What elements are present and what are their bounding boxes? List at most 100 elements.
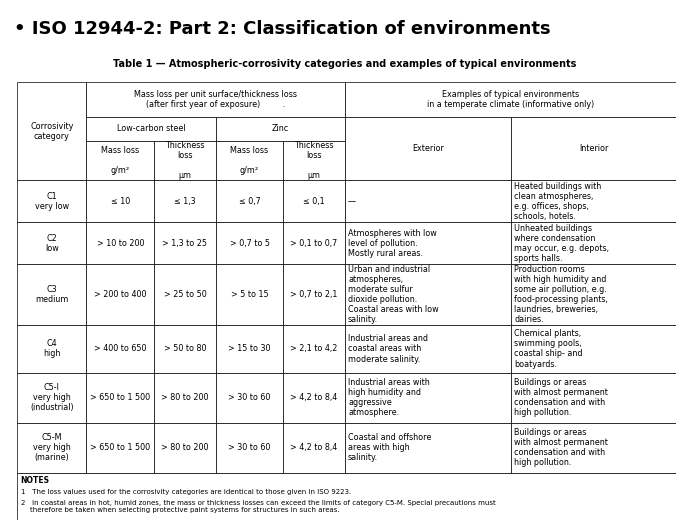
Text: > 0,1 to 0,7: > 0,1 to 0,7 <box>290 239 337 248</box>
Text: Interior: Interior <box>579 144 608 153</box>
Bar <box>155 423 215 473</box>
Bar <box>511 423 676 473</box>
Bar <box>345 222 511 264</box>
Text: Corrosivity
category: Corrosivity category <box>30 122 74 141</box>
Text: Heated buildings with
clean atmospheres,
e.g. offices, shops,
schools, hotels.: Heated buildings with clean atmospheres,… <box>514 182 602 221</box>
Bar <box>284 423 345 473</box>
Bar <box>155 141 215 181</box>
Text: —: — <box>348 197 356 206</box>
Text: > 4,2 to 8,4: > 4,2 to 8,4 <box>290 443 337 452</box>
Text: ≤ 0,1: ≤ 0,1 <box>304 197 325 206</box>
Text: Thickness
loss

μm: Thickness loss μm <box>165 141 205 181</box>
Bar <box>511 117 676 181</box>
Bar <box>284 141 345 181</box>
Text: Mass loss per unit surface/thickness loss
(after first year of exposure)        : Mass loss per unit surface/thickness los… <box>134 90 297 109</box>
Bar <box>17 82 86 181</box>
Bar <box>155 181 215 222</box>
Text: Thickness
loss

μm: Thickness loss μm <box>295 141 334 181</box>
Text: Zinc: Zinc <box>272 124 289 133</box>
Text: C2
low: C2 low <box>45 234 59 253</box>
Bar <box>215 373 284 423</box>
Text: Mass loss

g/m²: Mass loss g/m² <box>101 147 139 175</box>
Bar <box>284 373 345 423</box>
Text: Buildings or areas
with almost permanent
condensation and with
high pollution.: Buildings or areas with almost permanent… <box>514 428 608 467</box>
Text: Examples of typical environments
in a temperate climate (informative only): Examples of typical environments in a te… <box>427 90 594 109</box>
Text: Chemical plants,
swimming pools,
coastal ship- and
boatyards.: Chemical plants, swimming pools, coastal… <box>514 329 582 369</box>
Bar <box>284 222 345 264</box>
Bar <box>345 117 511 181</box>
Text: > 650 to 1 500: > 650 to 1 500 <box>90 443 150 452</box>
Bar <box>17 222 86 264</box>
Bar <box>86 373 155 423</box>
Bar <box>284 325 345 373</box>
Text: Coastal and offshore
areas with high
salinity.: Coastal and offshore areas with high sal… <box>348 433 431 463</box>
Bar <box>215 181 284 222</box>
Bar <box>215 264 284 325</box>
Bar <box>17 264 86 325</box>
Bar <box>511 325 676 373</box>
Text: > 80 to 200: > 80 to 200 <box>161 393 208 402</box>
Bar <box>86 82 345 117</box>
Bar <box>215 222 284 264</box>
Bar <box>17 325 86 373</box>
Bar <box>284 264 345 325</box>
Text: C5-I
very high
(industrial): C5-I very high (industrial) <box>30 383 74 412</box>
Text: 1   The loss values used for the corrosivity categories are identical to those g: 1 The loss values used for the corrosivi… <box>21 489 351 494</box>
Text: • ISO 12944-2: Part 2: Classification of environments: • ISO 12944-2: Part 2: Classification of… <box>14 20 551 38</box>
Text: Urban and industrial
atmospheres,
moderate sulfur
dioxide pollution.
Coastal are: Urban and industrial atmospheres, modera… <box>348 265 439 324</box>
Text: Unheated buildings
where condensation
may occur, e.g. depots,
sports halls.: Unheated buildings where condensation ma… <box>514 224 609 263</box>
Text: > 30 to 60: > 30 to 60 <box>228 443 270 452</box>
Text: > 2,1 to 4,2: > 2,1 to 4,2 <box>290 345 338 354</box>
Text: C3
medium: C3 medium <box>35 285 68 304</box>
Bar <box>17 181 86 222</box>
Text: > 5 to 15: > 5 to 15 <box>230 290 268 299</box>
Text: ≤ 0,7: ≤ 0,7 <box>239 197 260 206</box>
Bar <box>511 373 676 423</box>
Text: NOTES: NOTES <box>21 476 50 485</box>
Text: > 30 to 60: > 30 to 60 <box>228 393 270 402</box>
Text: ≤ 1,3: ≤ 1,3 <box>174 197 196 206</box>
Bar <box>345 181 511 222</box>
Bar <box>215 423 284 473</box>
Bar <box>511 181 676 222</box>
Bar <box>215 117 345 141</box>
Bar <box>284 181 345 222</box>
Text: > 10 to 200: > 10 to 200 <box>97 239 144 248</box>
Bar <box>17 423 86 473</box>
Bar <box>155 373 215 423</box>
Text: Mass loss

g/m²: Mass loss g/m² <box>230 147 268 175</box>
Text: C4
high: C4 high <box>43 339 61 358</box>
Bar <box>86 264 155 325</box>
Bar <box>86 325 155 373</box>
Text: ≤ 10: ≤ 10 <box>111 197 130 206</box>
Text: > 0,7 to 5: > 0,7 to 5 <box>230 239 270 248</box>
Text: > 4,2 to 8,4: > 4,2 to 8,4 <box>290 393 337 402</box>
Bar <box>17 473 676 520</box>
Bar <box>86 117 215 141</box>
Text: > 50 to 80: > 50 to 80 <box>164 345 206 354</box>
Text: Table 1 — Atmospheric-corrosivity categories and examples of typical environment: Table 1 — Atmospheric-corrosivity catego… <box>113 59 577 68</box>
Bar <box>86 423 155 473</box>
Text: > 650 to 1 500: > 650 to 1 500 <box>90 393 150 402</box>
Bar <box>215 141 284 181</box>
Text: C5-M
very high
(marine): C5-M very high (marine) <box>33 433 70 463</box>
Text: 2   In coastal areas in hot, humid zones, the mass or thickness losses can excee: 2 In coastal areas in hot, humid zones, … <box>21 500 495 513</box>
Bar <box>86 222 155 264</box>
Text: Production rooms
with high humidity and
some air pollution, e.g.
food-processing: Production rooms with high humidity and … <box>514 265 608 324</box>
Bar <box>345 373 511 423</box>
Bar <box>345 82 676 117</box>
Text: Exterior: Exterior <box>412 144 444 153</box>
Bar <box>155 222 215 264</box>
Bar <box>86 141 155 181</box>
Bar <box>155 264 215 325</box>
Bar <box>155 325 215 373</box>
Text: Industrial areas and
coastal areas with
moderate salinity.: Industrial areas and coastal areas with … <box>348 335 428 364</box>
Bar <box>345 325 511 373</box>
Text: > 200 to 400: > 200 to 400 <box>94 290 147 299</box>
Bar <box>511 264 676 325</box>
Bar <box>511 222 676 264</box>
Text: > 0,7 to 2,1: > 0,7 to 2,1 <box>290 290 338 299</box>
Text: > 400 to 650: > 400 to 650 <box>94 345 147 354</box>
Text: > 15 to 30: > 15 to 30 <box>228 345 270 354</box>
Text: Low-carbon steel: Low-carbon steel <box>117 124 186 133</box>
